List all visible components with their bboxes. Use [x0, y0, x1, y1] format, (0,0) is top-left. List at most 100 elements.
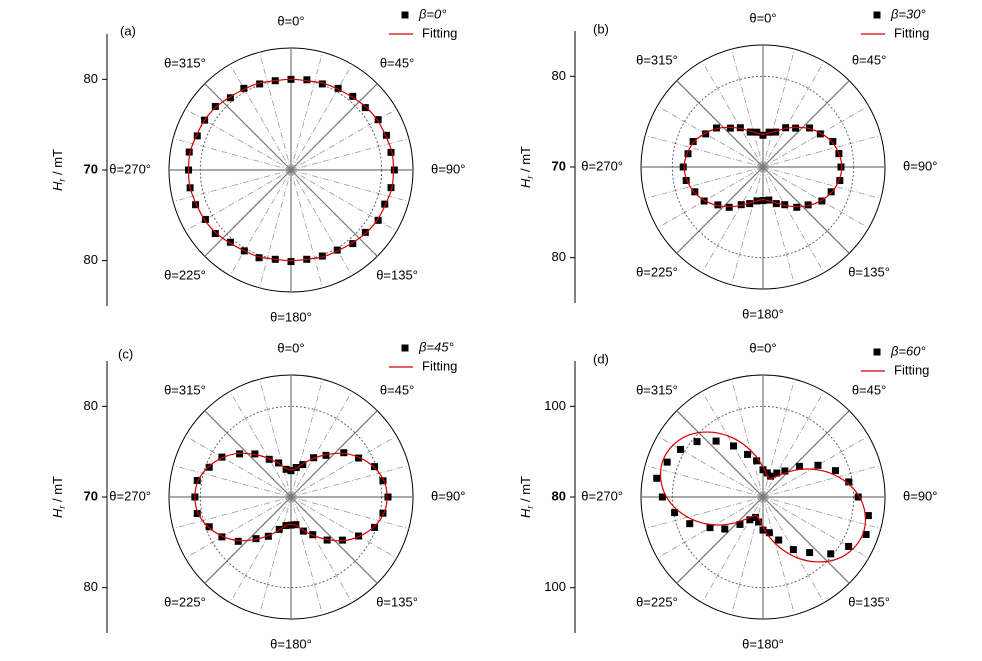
panel-label: (c) [118, 346, 133, 361]
data-point [211, 230, 219, 238]
data-point [845, 478, 853, 486]
data-point [387, 148, 395, 156]
data-point [795, 462, 803, 470]
spoke [762, 496, 850, 584]
data-point [693, 438, 701, 446]
spoke [676, 496, 764, 584]
angle-label: θ=135° [848, 595, 890, 610]
data-point [746, 516, 754, 524]
data-point [205, 463, 213, 471]
data-point [765, 196, 773, 204]
minor-spoke [290, 52, 323, 171]
data-point [663, 458, 671, 466]
minor-spoke [290, 496, 397, 559]
minor-spoke [762, 465, 881, 498]
angle-label: θ=315° [164, 382, 206, 397]
data-point [349, 240, 357, 248]
data-point [804, 201, 812, 209]
data-point [792, 124, 800, 132]
data-point [240, 84, 248, 92]
grid-circle [671, 75, 855, 259]
legend-label: Fitting [894, 362, 929, 377]
angle-label: θ=0° [277, 13, 304, 28]
angle-label: θ=0° [277, 340, 304, 355]
minor-spoke [290, 496, 409, 529]
data-point [730, 442, 738, 450]
axis-label-symbol: H [50, 508, 65, 518]
angle-label: θ=225° [636, 265, 678, 280]
angle-label: θ=225° [164, 268, 206, 283]
grid-circle [199, 78, 383, 262]
spoke [290, 169, 378, 257]
data-point [370, 463, 378, 471]
minor-spoke [259, 379, 292, 498]
minor-spoke [762, 166, 795, 285]
data-point [193, 132, 201, 140]
spoke [204, 169, 292, 257]
angle-label: θ=270° [109, 488, 151, 503]
data-point [736, 520, 744, 528]
data-point [236, 450, 244, 458]
data-point [829, 138, 837, 146]
minor-spoke [762, 61, 825, 168]
angle-label: θ=45° [380, 55, 414, 70]
data-point [746, 128, 754, 136]
data-point [689, 138, 697, 146]
spoke [204, 83, 292, 171]
r-tick-label: 80 [84, 252, 98, 267]
legend-label: β=0° [418, 6, 446, 21]
data-point [806, 124, 814, 132]
legend-label: Fitting [422, 25, 457, 40]
data-point [686, 520, 694, 528]
minor-spoke [762, 105, 869, 168]
angle-label: θ=225° [164, 595, 206, 610]
data-point [192, 201, 200, 209]
minor-spoke [290, 435, 397, 498]
angle-label: θ=90° [431, 161, 465, 176]
data-point [755, 518, 763, 526]
data-point [303, 76, 311, 84]
data-point [759, 466, 767, 474]
data-point [382, 131, 390, 139]
grid-circle [199, 405, 383, 589]
axis-label: Hr / mT [518, 146, 535, 188]
data-point [370, 523, 378, 531]
panel-label: (d) [593, 351, 609, 366]
data-point [712, 124, 720, 132]
data-point [845, 542, 853, 550]
angle-label: θ=0° [749, 340, 776, 355]
minor-spoke [185, 435, 292, 498]
minor-spoke [290, 169, 323, 288]
r-tick-label: 70 [84, 488, 98, 503]
minor-spoke [701, 166, 764, 273]
angle-label: θ=315° [636, 52, 678, 67]
data-point [737, 201, 745, 209]
data-point [338, 536, 346, 544]
r-tick-label: 70 [84, 161, 98, 176]
angle-label: θ=180° [270, 309, 312, 324]
data-point [684, 150, 692, 158]
data-point [374, 216, 382, 224]
data-point [759, 131, 767, 139]
r-tick-label: 70 [552, 158, 566, 173]
data-point [772, 200, 780, 208]
data-point [671, 509, 679, 517]
data-point [775, 536, 783, 544]
axis-label-subscript: r [57, 178, 67, 182]
angle-label: θ=315° [164, 55, 206, 70]
data-point [381, 200, 389, 208]
angle-label: θ=180° [742, 636, 784, 651]
legend-marker [401, 11, 409, 19]
data-point [765, 128, 773, 136]
data-point [714, 201, 722, 209]
data-point [864, 512, 872, 520]
axis-label-symbol: H [518, 508, 533, 518]
data-point [743, 450, 751, 458]
spoke [762, 80, 850, 168]
data-point [818, 197, 826, 205]
legend-label: Fitting [894, 25, 929, 40]
legend-marker [401, 344, 409, 352]
minor-spoke [762, 391, 825, 498]
data-point [753, 457, 761, 465]
